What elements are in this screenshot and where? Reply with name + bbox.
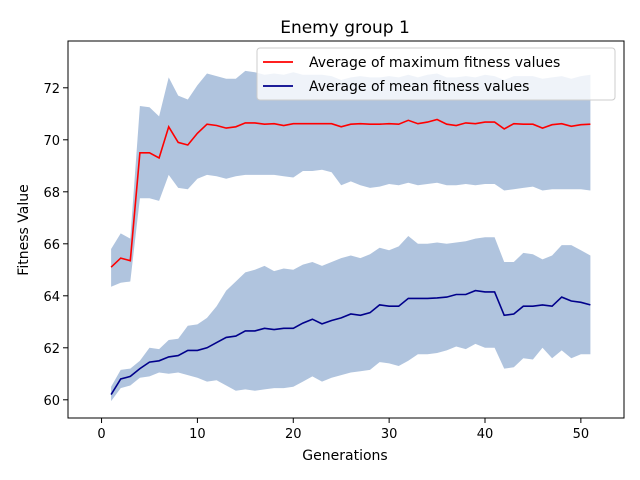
legend-label-2: Average of mean fitness values <box>309 79 529 95</box>
y-tick-label: 62 <box>43 342 60 357</box>
chart-title: Enemy group 1 <box>280 18 410 38</box>
x-tick-label: 50 <box>573 427 590 442</box>
x-axis-label: Generations <box>302 448 387 464</box>
legend-box <box>256 47 616 101</box>
x-tick-label: 30 <box>381 427 398 442</box>
y-tick-label: 72 <box>43 82 60 97</box>
y-tick-label: 68 <box>43 186 60 201</box>
y-tick-label: 70 <box>43 134 60 149</box>
legend-label-1: Average of maximum fitness values <box>309 55 560 71</box>
x-tick-label: 20 <box>285 427 302 442</box>
y-tick-label: 60 <box>43 394 60 409</box>
plot-area <box>110 70 591 402</box>
line-series-2 <box>110 289 591 396</box>
y-axis-label: Fitness Value <box>16 184 32 275</box>
legend: Average of maximum fitness values Average… <box>256 47 616 101</box>
line-series-1 <box>110 118 591 268</box>
band-series-2 <box>111 236 591 402</box>
x-tick-label: 10 <box>189 427 206 442</box>
x-tick-label: 0 <box>97 427 105 442</box>
y-tick-label: 66 <box>43 238 60 253</box>
band-series-1 <box>111 70 591 287</box>
x-tick-label: 40 <box>477 427 494 442</box>
y-tick-label: 64 <box>43 290 60 305</box>
axes: 0 10 20 30 40 50 60 62 64 66 68 70 72 <box>43 40 625 442</box>
axes-frame <box>67 40 625 419</box>
